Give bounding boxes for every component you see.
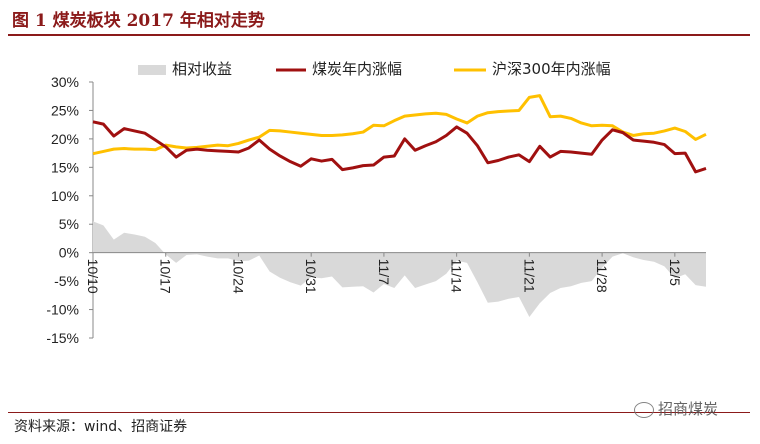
x-tick-label: 10/10 (85, 259, 101, 294)
x-tick-label: 11/28 (594, 259, 610, 293)
y-tick-label: 10% (51, 188, 79, 204)
title-rule (8, 34, 750, 36)
x-tick-label: 11/14 (449, 259, 465, 293)
source-note: 资料来源：wind、招商证券 (14, 419, 188, 435)
legend-relative-swatch (138, 65, 166, 75)
wechat-icon (634, 401, 654, 418)
y-tick-label: -15% (46, 330, 79, 346)
watermark-text: 招商煤炭 (658, 400, 719, 418)
y-tick-label: 0% (59, 245, 79, 261)
hs300-line (92, 94, 707, 156)
x-tick-label: 10/31 (303, 259, 319, 294)
watermark: 招商煤炭 (634, 398, 718, 419)
legend-hs300-label: 沪深300年内涨幅 (492, 60, 611, 78)
source-rule (8, 412, 750, 413)
y-tick-label: 20% (51, 131, 79, 147)
y-tick-label: -10% (46, 302, 79, 318)
y-tick-label: 5% (59, 216, 79, 232)
x-tick-label: 10/24 (230, 259, 246, 294)
x-tick-label: 10/17 (158, 259, 174, 294)
x-tick-label: 12/5 (667, 259, 683, 286)
y-tick-label: -5% (54, 273, 79, 289)
figure-title: 图 1 煤炭板块 2017 年相对走势 (12, 11, 265, 31)
x-tick-label: 11/21 (521, 259, 537, 293)
y-tick-label: 15% (51, 159, 79, 175)
legend-coal-label: 煤炭年内涨幅 (312, 60, 402, 78)
legend-relative-label: 相对收益 (172, 60, 232, 78)
x-tick-label: 11/7 (376, 259, 392, 285)
y-tick-label: 25% (51, 102, 79, 118)
y-tick-label: 30% (51, 74, 79, 90)
coal-line (92, 120, 707, 174)
relative-return-area (93, 221, 706, 317)
